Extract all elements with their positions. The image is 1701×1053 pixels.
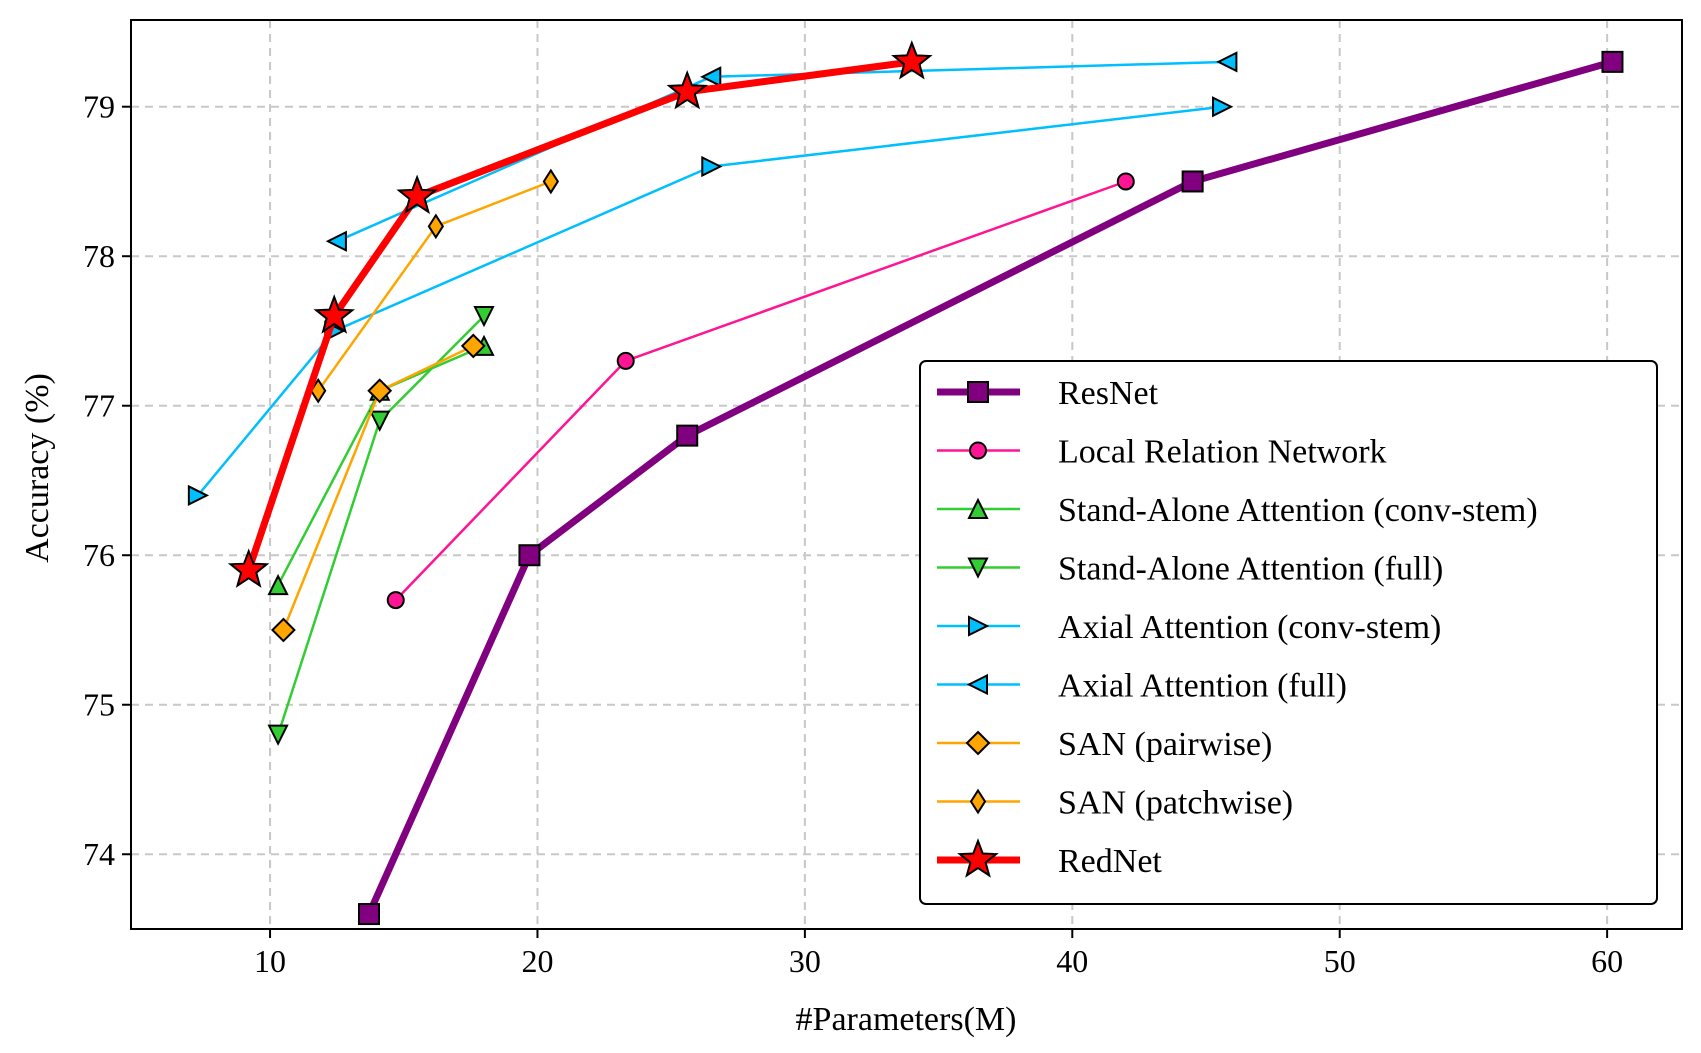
legend: ResNet Local Relation Network Stand-Alone … [919,360,1658,905]
legend-box [919,360,1658,905]
x-tick-label: 30 [789,943,821,979]
legend-label: Axial Attention (full) [1058,668,1347,705]
data-point [1116,172,1135,191]
y-axis-title: Accuracy (%) [19,373,56,563]
legend-label: Stand-Alone Attention (full) [1058,551,1443,588]
data-point [386,591,405,610]
legend-entry: ResNet [937,375,1159,412]
legend-label: SAN (patchwise) [1058,785,1293,822]
legend-label: SAN (pairwise) [1058,726,1272,763]
legend-swatch-marker [966,673,988,696]
data-point [666,69,709,110]
data-point [700,66,722,88]
x-tick-label: 60 [1591,943,1623,979]
data-point [1216,51,1238,73]
data-point [313,294,356,334]
legend-swatch-marker [967,557,989,579]
x-tick-label: 40 [1056,943,1088,979]
legend-swatch-marker [967,381,989,403]
y-tick-label: 77 [83,388,115,424]
data-point [701,155,723,178]
data-point [369,410,391,432]
data-point [891,40,933,80]
data-point [227,548,270,588]
data-point [460,333,486,359]
legend-label: Local Relation Network [1058,434,1387,471]
legend-label: Axial Attention (conv-stem) [1058,609,1441,646]
series-7 [310,168,560,404]
x-tick-label: 10 [254,943,286,979]
data-point [1212,96,1234,118]
axes-frame [130,19,1683,930]
series-6 [271,333,486,643]
series-line [245,58,916,574]
y-tick-label: 79 [83,89,115,125]
series-line [196,105,1224,497]
data-point [271,617,296,643]
y-tick-label: 78 [83,238,115,274]
legend-entry: Axial Attention (full) [937,668,1347,705]
plot-frame [130,19,1683,930]
x-tick-label: 20 [521,943,553,979]
series-line [335,60,1229,243]
data-point [357,903,380,926]
series-layer [187,40,1624,926]
y-tick-label: 74 [83,836,115,872]
series-3 [267,306,495,746]
legend-entry: SAN (patchwise) [937,785,1293,822]
data-point [1181,170,1204,193]
y-tick-label: 76 [83,537,115,573]
legend-swatch-marker [969,788,987,815]
legend-swatch-marker [969,441,987,460]
legend-swatch-marker [965,730,991,756]
legend-swatch-marker [967,497,989,519]
legend-label: RedNet [1058,843,1162,880]
data-point [676,424,699,447]
legend-entry: RedNet [937,838,1162,880]
legend-entry: Stand-Alone Attention (conv-stem) [937,492,1538,529]
data-point [187,484,210,507]
legend-entry: Axial Attention (conv-stem) [937,609,1441,646]
data-point [267,724,289,746]
legend-swatch-marker [957,838,999,878]
data-point [367,378,393,404]
x-tick-label: 50 [1324,943,1356,979]
legend-entry: Local Relation Network [937,434,1387,471]
data-point [325,230,347,252]
data-point [1601,50,1624,73]
series-8 [227,40,933,588]
x-axis-title: #Parameters(M) [796,1001,1017,1038]
series-5 [325,51,1238,252]
data-point [427,213,445,240]
series-1 [386,172,1135,610]
data-point [518,544,541,567]
data-point [473,306,495,328]
series-0 [357,50,1624,926]
legend-entry: SAN (pairwise) [937,726,1272,763]
data-point [267,573,289,596]
data-point [542,168,560,195]
legend-label: Stand-Alone Attention (conv-stem) [1058,492,1538,529]
data-point [396,174,438,215]
legend-swatch-marker [968,615,990,637]
data-point [616,351,635,370]
y-tick-label: 75 [83,687,115,723]
tick-layer: 10 20 30 40 50 60 74 75 76 77 78 79 [83,89,1623,979]
legend-label: ResNet [1058,375,1159,412]
legend-entry: Stand-Alone Attention (full) [937,551,1443,588]
